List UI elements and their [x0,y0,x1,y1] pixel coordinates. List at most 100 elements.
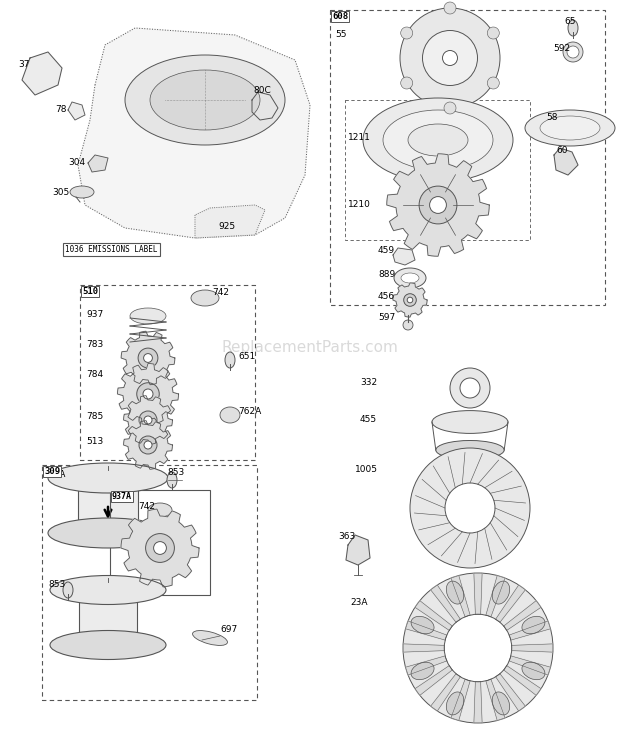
Ellipse shape [446,581,464,604]
Circle shape [419,186,457,224]
Text: 608: 608 [332,12,348,21]
Polygon shape [252,92,278,120]
Text: 853: 853 [167,468,184,477]
Text: 65: 65 [564,17,575,26]
Bar [105,470,111,478]
Circle shape [410,448,530,568]
Ellipse shape [411,662,434,679]
Text: 783: 783 [86,340,104,349]
Text: 762A: 762A [238,407,261,416]
Circle shape [445,614,511,682]
Ellipse shape [50,576,166,605]
Polygon shape [346,535,370,565]
Text: 55: 55 [335,30,347,39]
Circle shape [444,102,456,114]
Circle shape [450,368,490,408]
Circle shape [139,436,157,454]
Circle shape [400,8,500,108]
Circle shape [144,416,152,424]
Text: 309A: 309A [42,470,65,479]
Polygon shape [486,679,505,721]
Bar [330,10,605,305]
Circle shape [487,27,499,39]
Text: 697: 697 [220,625,237,634]
Text: 78: 78 [55,105,66,114]
Circle shape [443,50,458,66]
Ellipse shape [540,116,600,140]
Ellipse shape [568,20,578,36]
Ellipse shape [150,70,260,130]
Polygon shape [474,682,482,723]
Polygon shape [495,673,525,711]
Text: 784: 784 [86,370,103,379]
Circle shape [154,542,166,554]
Bar [42,465,257,700]
Text: 651: 651 [238,352,255,361]
Circle shape [445,483,495,533]
Ellipse shape [525,110,615,146]
Polygon shape [121,332,175,385]
Text: 37: 37 [18,60,30,69]
Text: 1005: 1005 [355,465,378,474]
Polygon shape [512,644,553,652]
Text: 785: 785 [86,412,104,421]
Ellipse shape [411,616,434,633]
Circle shape [144,441,152,449]
Text: 853: 853 [48,580,65,589]
Bar [110,490,210,595]
Bar [80,285,255,460]
Polygon shape [387,154,489,256]
Ellipse shape [446,692,464,715]
Polygon shape [123,420,172,469]
Ellipse shape [191,290,219,306]
Polygon shape [431,585,461,622]
Polygon shape [474,573,482,614]
Text: 937: 937 [86,310,104,319]
Text: 309: 309 [44,467,60,476]
Ellipse shape [148,503,172,517]
Ellipse shape [436,440,504,460]
Ellipse shape [50,630,166,659]
Circle shape [444,2,456,14]
Ellipse shape [130,308,166,324]
Ellipse shape [432,411,508,434]
Polygon shape [403,644,445,652]
Ellipse shape [220,407,240,423]
Text: 513: 513 [86,437,104,446]
Circle shape [401,27,413,39]
Bar [105,582,111,590]
Polygon shape [22,52,62,95]
Polygon shape [495,585,525,622]
Ellipse shape [492,581,510,604]
Text: 455: 455 [360,415,377,424]
Ellipse shape [167,472,177,488]
Circle shape [404,294,416,306]
Ellipse shape [70,186,94,198]
Circle shape [407,297,413,303]
Polygon shape [195,205,265,238]
Ellipse shape [48,518,168,548]
Text: 60: 60 [556,146,567,155]
Ellipse shape [522,616,545,633]
Text: 304: 304 [68,158,85,167]
Ellipse shape [63,582,73,598]
Text: 925: 925 [218,222,235,231]
Polygon shape [451,679,470,721]
Polygon shape [486,576,505,617]
Polygon shape [415,601,453,630]
Circle shape [137,383,159,406]
Polygon shape [503,601,541,630]
Text: 889: 889 [378,270,396,279]
Text: 23A: 23A [350,598,368,607]
Text: 332: 332 [360,378,377,387]
Bar [78,478,138,533]
Text: 742: 742 [138,502,155,511]
Circle shape [433,41,467,75]
Text: 58: 58 [546,113,557,122]
Ellipse shape [225,352,235,368]
Polygon shape [509,656,551,675]
Circle shape [403,573,553,723]
Ellipse shape [394,268,426,288]
Ellipse shape [567,46,579,58]
Circle shape [460,378,480,398]
